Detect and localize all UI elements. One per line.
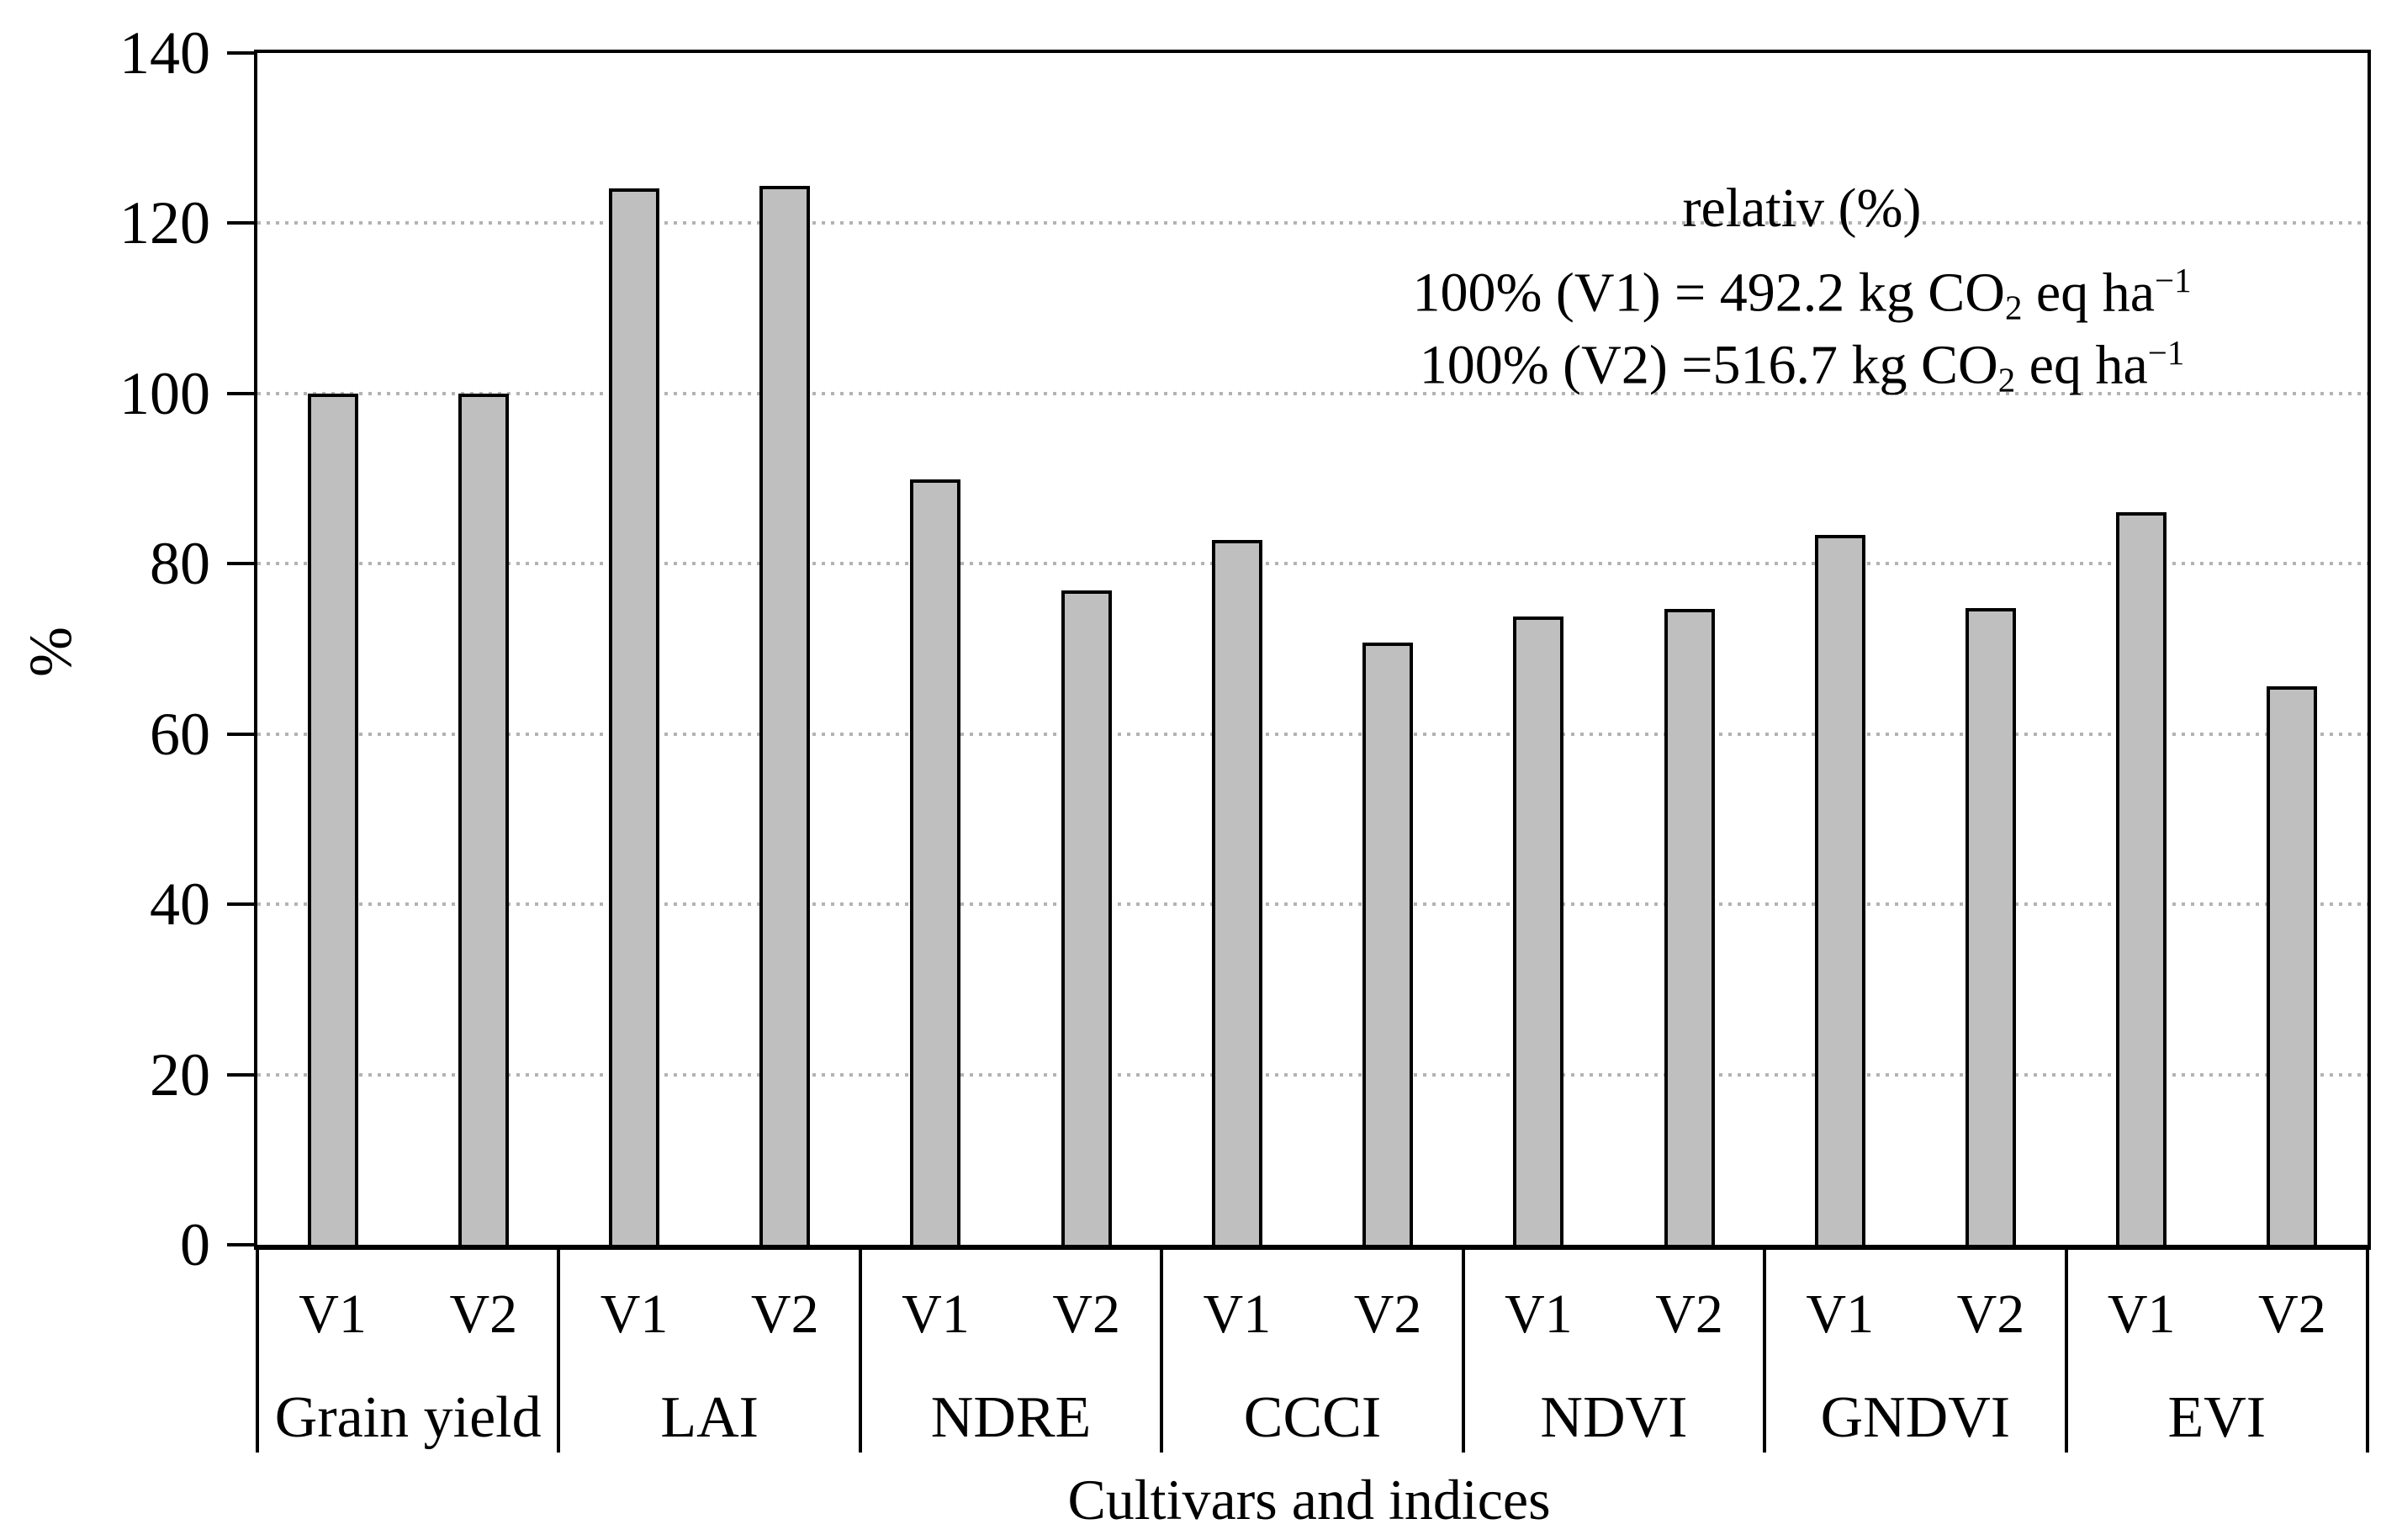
bar-v2-evi [2267, 686, 2318, 1245]
y-tick-label-140: 140 [119, 19, 210, 87]
y-tick-label-100: 100 [119, 359, 210, 427]
series-label-v1-3: V1 [902, 1283, 970, 1345]
group-label-lai: LAI [660, 1385, 759, 1450]
group-label-grain-yield: Grain yield [274, 1385, 542, 1450]
series-label-v2-4: V2 [1353, 1283, 1422, 1345]
y-tick-0 [227, 1243, 256, 1246]
gridline-40 [257, 902, 2368, 907]
y-tick-label-40: 40 [150, 871, 210, 939]
bar-v2-grain-yield [458, 394, 509, 1245]
bar-v1-evi [2116, 512, 2167, 1245]
group-label-evi: EVI [2167, 1385, 2267, 1450]
group-separator-5 [1763, 1245, 1767, 1453]
series-label-v2-3: V2 [1052, 1283, 1120, 1345]
gridline-80 [257, 562, 2368, 566]
y-tick-label-20: 20 [150, 1040, 210, 1109]
annotation-text: 100% (V1) = 492.2 kg CO [1412, 262, 2005, 324]
group-separator-1 [557, 1245, 561, 1453]
annotation-supscript: −1 [2155, 262, 2192, 299]
series-label-v1-4: V1 [1203, 1283, 1272, 1345]
group-separator-2 [858, 1245, 862, 1453]
group-label-ndre: NDRE [930, 1385, 1092, 1450]
gridline-20 [257, 1072, 2368, 1077]
y-tick-label-120: 120 [119, 189, 210, 257]
bar-v1-ndvi [1513, 617, 1564, 1245]
x-axis-title: Cultivars and indices [1067, 1468, 1551, 1532]
y-tick-120 [227, 221, 256, 225]
series-label-v2-7: V2 [2258, 1283, 2326, 1345]
bar-v2-ndvi [1664, 609, 1715, 1245]
y-tick-60 [227, 732, 256, 736]
series-label-v2-5: V2 [1655, 1283, 1723, 1345]
group-label-ccci: CCCI [1243, 1385, 1382, 1450]
annotation-block: relativ (%) 100% (V1) = 492.2 kg CO2 eq h… [1262, 172, 2342, 400]
y-tick-140 [227, 51, 256, 55]
y-tick-label-60: 60 [150, 700, 210, 768]
bar-v2-gndvi [1965, 608, 2016, 1245]
annotation-supscript: −1 [2147, 334, 2185, 372]
bar-v1-grain-yield [307, 394, 358, 1245]
y-tick-80 [227, 562, 256, 566]
annotation-subscript: 2 [1997, 361, 2016, 400]
gridline-60 [257, 732, 2368, 736]
bar-v2-lai [759, 186, 811, 1245]
group-separator-3 [1160, 1245, 1164, 1453]
annotation-line-3: 100% (V2) =516.7 kg CO2 eq ha−1 [1262, 317, 2342, 400]
y-tick-label-80: 80 [150, 530, 210, 598]
bar-v1-ccci [1211, 540, 1262, 1245]
y-tick-20 [227, 1072, 256, 1077]
annotation-subscript: 2 [2004, 288, 2023, 327]
y-tick-label-0: 0 [180, 1211, 210, 1278]
group-label-gndvi: GNDVI [1820, 1385, 2011, 1450]
y-tick-40 [227, 902, 256, 907]
series-label-v2-1: V2 [449, 1283, 518, 1345]
series-label-v1-1: V1 [299, 1283, 367, 1345]
annotation-text: 100% (V2) =516.7 kg CO [1419, 334, 1998, 396]
bar-v2-ndre [1061, 590, 1112, 1245]
bar-v2-ccci [1362, 643, 1414, 1245]
group-label-ndvi: NDVI [1540, 1385, 1688, 1450]
group-separator-0 [256, 1245, 259, 1453]
y-axis-title: % [17, 627, 84, 677]
series-label-v2-2: V2 [750, 1283, 819, 1345]
group-separator-6 [2064, 1245, 2068, 1453]
annotation-text: eq ha [2015, 334, 2148, 396]
annotation-text: eq ha [2022, 262, 2156, 324]
series-label-v1-6: V1 [1806, 1283, 1875, 1345]
bar-v1-lai [609, 188, 660, 1245]
gridline-120 [257, 221, 2368, 225]
series-label-v1-5: V1 [1504, 1283, 1573, 1345]
plot-area [254, 50, 2371, 1250]
group-separator-4 [1461, 1245, 1465, 1453]
group-separator-7 [2366, 1245, 2369, 1453]
series-label-v1-2: V1 [600, 1283, 669, 1345]
y-tick-100 [227, 391, 256, 395]
series-label-v1-7: V1 [2107, 1283, 2176, 1345]
annotation-text: relativ (%) [1682, 177, 1922, 239]
gridline-100 [257, 391, 2368, 395]
bar-v1-ndre [910, 479, 961, 1245]
annotation-line-1: relativ (%) [1262, 172, 2342, 245]
annotation-line-2: 100% (V1) = 492.2 kg CO2 eq ha−1 [1262, 245, 2342, 327]
series-label-v2-6: V2 [1956, 1283, 2025, 1345]
bar-v1-gndvi [1814, 535, 1865, 1245]
